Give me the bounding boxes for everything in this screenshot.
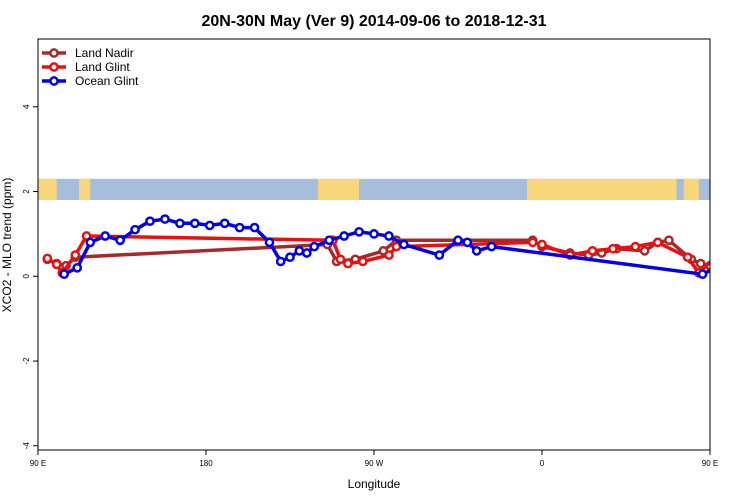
data-point [249, 222, 260, 233]
data-point [264, 237, 275, 248]
data-point [59, 269, 69, 280]
data-point [160, 214, 170, 224]
data-point [204, 220, 215, 231]
data-point [335, 254, 346, 265]
data-point [70, 250, 81, 260]
data-point [234, 222, 245, 233]
x-tick-label: 90 E [702, 459, 718, 468]
chart-title: 20N-30N May (Ver 9) 2014-09-06 to 2018-1… [201, 13, 546, 30]
legend-item: Ocean Glint [42, 74, 139, 88]
data-point [697, 269, 708, 280]
legend-item: Land Nadir [42, 46, 134, 60]
data-point [391, 241, 402, 252]
y-tick-label: 2 [22, 189, 31, 194]
data-point [740, 232, 747, 239]
data-point [309, 241, 320, 252]
data-point [100, 231, 111, 241]
data-point [42, 253, 53, 264]
map-land [527, 178, 677, 201]
data-point [369, 229, 379, 239]
data-point [695, 258, 706, 269]
data-point [682, 252, 693, 263]
data-point [85, 237, 96, 248]
data-point [384, 250, 394, 260]
data-point [652, 237, 663, 248]
data-point [130, 224, 140, 235]
map-land [318, 178, 360, 201]
data-point [301, 248, 312, 258]
x-tick-label: 90 W [365, 459, 384, 468]
x-tick-label: 180 [199, 459, 213, 468]
data-point [471, 246, 482, 256]
data-point [712, 264, 719, 271]
map-land [79, 178, 91, 201]
data-point [145, 216, 155, 227]
data-point [630, 241, 641, 252]
x-tick-label: 0 [540, 459, 545, 468]
data-point [453, 235, 463, 246]
data-point [399, 239, 409, 250]
data-point [486, 241, 497, 252]
legend-label: Land Glint [75, 60, 130, 74]
data-point [725, 232, 732, 239]
series-ocean-glint [59, 214, 747, 280]
data-point [115, 235, 125, 246]
legend-swatch-marker [49, 62, 59, 72]
legend-swatch-marker [49, 76, 59, 86]
data-point [72, 262, 83, 273]
data-point [725, 239, 732, 246]
data-point [434, 250, 445, 260]
data-point [294, 246, 305, 256]
data-point [51, 259, 62, 270]
data-point [275, 256, 286, 267]
data-point [339, 231, 349, 241]
legend-label: Ocean Glint [75, 74, 139, 88]
y-axis-label: XCO2 - MLO trend (ppm) [0, 178, 14, 313]
plot-frame [37, 38, 711, 451]
data-point [714, 251, 721, 258]
data-point [537, 239, 547, 250]
data-point [384, 231, 394, 241]
data-point [219, 218, 230, 229]
data-point [324, 235, 335, 246]
y-tick-label: 0 [22, 274, 31, 279]
y-tick-label: 4 [22, 104, 31, 109]
data-point [357, 256, 368, 267]
data-point [343, 258, 353, 269]
legend-label: Land Nadir [75, 46, 134, 60]
legend-item: Land Glint [42, 60, 130, 74]
data-point [587, 246, 598, 256]
data-point [354, 226, 364, 237]
map-land [38, 178, 57, 201]
data-point [639, 246, 650, 256]
y-tick-label: -4 [22, 442, 31, 450]
data-point [285, 252, 295, 263]
data-point [664, 235, 674, 246]
world-map-strip [38, 178, 710, 201]
data-point [527, 237, 538, 248]
data-point [189, 218, 200, 229]
data-point [608, 243, 618, 254]
y-tick-label: -2 [22, 357, 31, 365]
x-tick-label: 90 E [30, 459, 46, 468]
map-land [683, 178, 699, 201]
x-axis-label: Longitude [348, 477, 401, 491]
data-point [462, 237, 473, 248]
data-point [175, 218, 185, 229]
legend-swatch-marker [49, 48, 59, 58]
